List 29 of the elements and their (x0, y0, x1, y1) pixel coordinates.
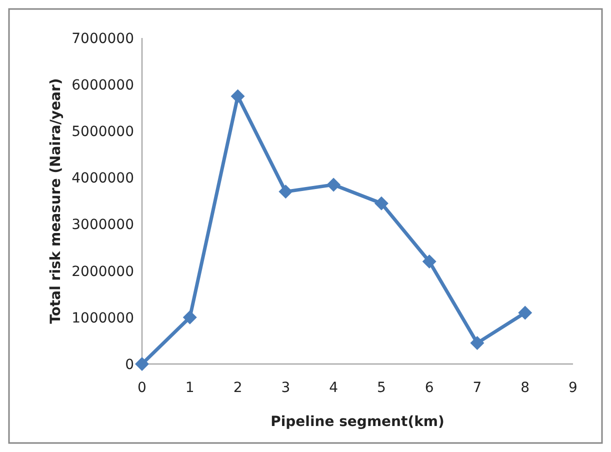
x-tick-label: 7 (472, 380, 482, 396)
x-tick-label: 4 (329, 380, 338, 396)
y-tick-label: 7000000 (72, 30, 134, 47)
x-tick-label: 6 (424, 380, 434, 396)
point (182, 310, 197, 324)
x-tick-label: 1 (185, 380, 194, 396)
point (470, 336, 484, 350)
y-tick-label: 5000000 (72, 124, 134, 140)
y-tick-label: 4000000 (72, 170, 134, 187)
y-tick-label: 3000000 (72, 217, 134, 234)
x-tick-label: 0 (138, 380, 146, 396)
y-tick-label: 6000000 (72, 77, 134, 94)
x-tick-label: 5 (376, 380, 386, 396)
point (326, 178, 341, 192)
y-tick-label: 0 (125, 356, 134, 373)
x-tick-label: 2 (233, 380, 242, 396)
point (230, 89, 245, 104)
x-axis-title: Pipeline segment(km) (270, 414, 444, 430)
x-tick-label: 8 (520, 380, 530, 396)
y-tick-label: 2000000 (72, 264, 134, 280)
x-tick-label: 3 (281, 380, 290, 396)
point (278, 184, 293, 199)
x-tick-label: 9 (568, 380, 578, 396)
point (374, 196, 388, 210)
y-axis-title: Total risk measure (Naira/year) (48, 78, 64, 324)
point (422, 254, 436, 269)
point (135, 357, 149, 371)
y-tick-label: 1000000 (72, 310, 134, 326)
point (518, 306, 532, 320)
